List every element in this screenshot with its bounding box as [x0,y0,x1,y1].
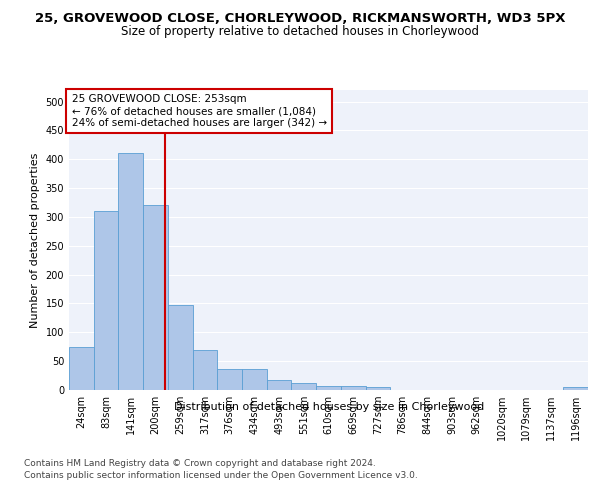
Bar [94,211,118,390]
Bar [292,383,316,390]
Text: 25 GROVEWOOD CLOSE: 253sqm
← 76% of detached houses are smaller (1,084)
24% of s: 25 GROVEWOOD CLOSE: 253sqm ← 76% of deta… [71,94,327,128]
Text: Contains public sector information licensed under the Open Government Licence v3: Contains public sector information licen… [24,471,418,480]
Text: Size of property relative to detached houses in Chorleywood: Size of property relative to detached ho… [121,25,479,38]
Bar [316,386,341,390]
Bar [242,368,267,390]
Bar [193,350,217,390]
Y-axis label: Number of detached properties: Number of detached properties [30,152,40,328]
Bar [143,206,168,390]
Text: Contains HM Land Registry data © Crown copyright and database right 2024.: Contains HM Land Registry data © Crown c… [24,458,376,468]
Text: 25, GROVEWOOD CLOSE, CHORLEYWOOD, RICKMANSWORTH, WD3 5PX: 25, GROVEWOOD CLOSE, CHORLEYWOOD, RICKMA… [35,12,565,26]
Bar [267,380,292,390]
Text: Distribution of detached houses by size in Chorleywood: Distribution of detached houses by size … [173,402,484,412]
Bar [69,346,94,390]
Bar [341,386,365,390]
Bar [168,304,193,390]
Bar [118,154,143,390]
Bar [563,387,588,390]
Bar [217,368,242,390]
Bar [365,387,390,390]
